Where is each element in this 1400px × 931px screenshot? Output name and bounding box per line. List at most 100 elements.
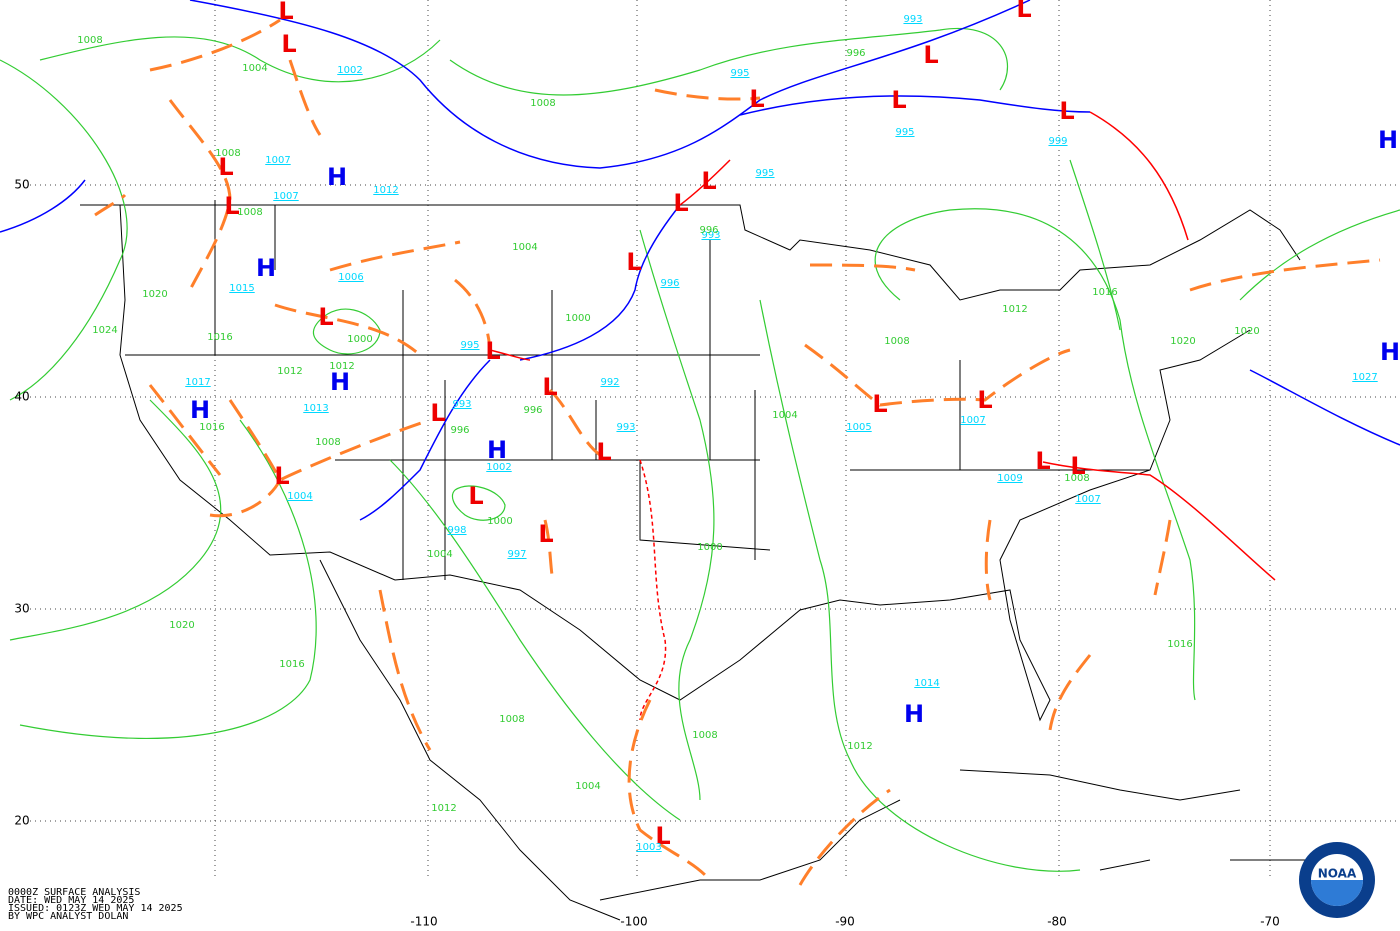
isobar-label: 996 [699, 225, 718, 236]
low-center: L [468, 482, 483, 510]
central-pressure: 995 [460, 340, 479, 351]
isobar-label: 1012 [277, 366, 302, 377]
low-center: L [655, 822, 670, 850]
longitude-label: -110 [410, 915, 437, 929]
central-pressure: 998 [447, 525, 466, 536]
footer-line: BY WPC ANALYST DOLAN [8, 911, 128, 922]
footer-line: 0000Z SURFACE ANALYSIS [8, 887, 140, 898]
low-center: L [977, 386, 992, 414]
central-pressure: 999 [1048, 136, 1067, 147]
high-center: H [904, 700, 924, 728]
central-pressure: 992 [600, 377, 619, 388]
isobar-label: 996 [450, 425, 469, 436]
central-pressure: 1005 [846, 422, 871, 433]
central-pressure: 1002 [337, 65, 362, 76]
central-pressure: 993 [903, 14, 922, 25]
isobar-label: 1016 [1092, 287, 1117, 298]
isobar-label: 1012 [847, 741, 872, 752]
low-center: L [923, 41, 938, 69]
central-pressure: 1002 [486, 462, 511, 473]
longitude-label: -70 [1260, 915, 1280, 929]
central-pressure: 1014 [914, 678, 939, 689]
low-center: L [318, 303, 333, 331]
isobar-label: 1004 [512, 242, 537, 253]
low-center: L [673, 189, 688, 217]
low-center: L [1070, 452, 1085, 480]
central-pressure: 995 [755, 168, 774, 179]
isobars [0, 27, 1400, 872]
low-center: L [281, 30, 296, 58]
central-pressure: 1007 [1075, 494, 1100, 505]
footer-line: DATE: WED MAY 14 2025 [8, 895, 134, 906]
low-center: L [749, 85, 764, 113]
isobar-label: 1008 [499, 714, 524, 725]
isobar-label: 1016 [207, 332, 232, 343]
isobar-label: 1008 [77, 35, 102, 46]
high-center: H [327, 163, 347, 191]
longitude-label: -80 [1047, 915, 1067, 929]
isobar-label: 1016 [1167, 639, 1192, 650]
borders [80, 200, 1320, 921]
low-center: L [596, 438, 611, 466]
low-center: L [1035, 447, 1050, 475]
isobar-label: 1008 [884, 336, 909, 347]
isobar-label: 996 [523, 405, 542, 416]
isobar-label: 1008 [315, 437, 340, 448]
low-center: L [626, 248, 641, 276]
high-center: H [190, 396, 210, 424]
central-pressure: 993 [452, 399, 471, 410]
latitude-label: 40 [14, 390, 29, 404]
high-center: H [330, 368, 350, 396]
isobar-label: 1024 [92, 325, 117, 336]
central-pressure: 1027 [1352, 372, 1377, 383]
low-center: L [701, 167, 716, 195]
central-pressure: 993 [616, 422, 635, 433]
low-center: L [218, 153, 233, 181]
central-pressure: 1006 [338, 272, 363, 283]
isobar-label: 1004 [575, 781, 600, 792]
isobar-label: 1000 [347, 334, 372, 345]
central-pressure: 995 [895, 127, 914, 138]
latitude-label: 20 [14, 814, 29, 828]
isobar-label: 1020 [1170, 336, 1195, 347]
low-center: L [538, 520, 553, 548]
isobar-label: 1000 [565, 313, 590, 324]
isobar-label: 996 [846, 48, 865, 59]
low-center: L [891, 86, 906, 114]
isobar-label: 1008 [530, 98, 555, 109]
low-center: L [1016, 0, 1031, 23]
central-pressure: 993 [701, 230, 720, 241]
low-center: L [485, 337, 500, 365]
low-center: L [274, 462, 289, 490]
isobar-label: 1012 [431, 803, 456, 814]
high-center: H [256, 254, 276, 282]
central-pressure: 1013 [303, 403, 328, 414]
isobar-label: 1008 [1064, 473, 1089, 484]
central-pressure: 1004 [287, 491, 312, 502]
latitude-label: 50 [14, 178, 29, 192]
central-pressure: 1015 [229, 283, 254, 294]
isobar-label: 1004 [242, 63, 267, 74]
central-pressure: 995 [730, 68, 749, 79]
graticule [30, 0, 1400, 880]
central-pressure: 1007 [273, 191, 298, 202]
isobar-label: 1008 [692, 730, 717, 741]
low-center: L [872, 390, 887, 418]
isobar-label: 1000 [487, 516, 512, 527]
low-center: L [278, 0, 293, 25]
low-center: L [542, 373, 557, 401]
central-pressure: 997 [507, 549, 526, 560]
low-center: L [224, 192, 239, 220]
isobar-label: 1020 [142, 289, 167, 300]
fronts [0, 0, 1400, 886]
isobar-label: 1004 [427, 549, 452, 560]
isobar-label: 1008 [215, 148, 240, 159]
central-pressure: 1007 [960, 415, 985, 426]
longitude-label: -100 [620, 915, 647, 929]
high-center: H [1378, 126, 1398, 154]
central-pressure: 996 [660, 278, 679, 289]
noaa-logo: NOAA [1299, 842, 1375, 918]
low-center: L [1059, 97, 1074, 125]
